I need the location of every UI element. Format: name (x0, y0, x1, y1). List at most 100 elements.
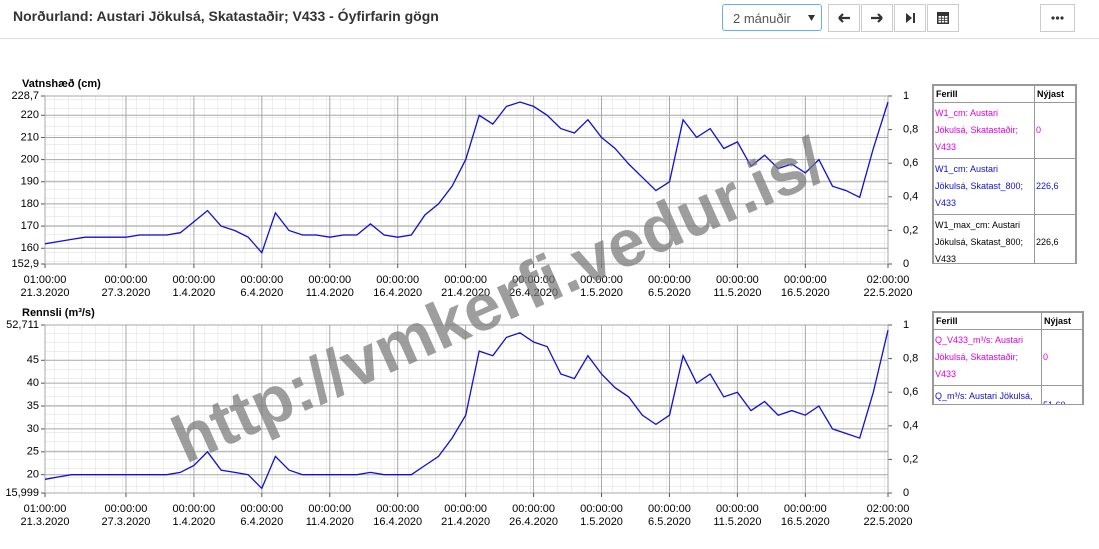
y2-tick-label: 0,4 (903, 191, 918, 203)
back-button[interactable] (828, 4, 860, 32)
x-tick-time: 00:00:00 (240, 503, 283, 515)
x-tick-date: 6.4.2020 (240, 516, 283, 528)
legend: Ferill Nýjast Q_V433_m³/s: Austari Jökulsá… (932, 311, 1084, 405)
period-select[interactable]: 2 mánuðir (722, 4, 822, 31)
x-tick-time: 00:00:00 (444, 274, 487, 286)
x-tick-date: 16.4.2020 (373, 287, 422, 299)
legend-row[interactable]: W1_cm: Austari Jökulsá, Skatast_800; V43… (933, 158, 1076, 215)
y-tick-label: 40 (27, 377, 39, 389)
x-tick-time: 02:00:00 (867, 274, 910, 286)
x-tick-time: 00:00:00 (308, 503, 351, 515)
x-tick-time: 00:00:00 (240, 274, 283, 286)
y-tick-label: 220 (21, 109, 39, 121)
x-tick-time: 00:00:00 (512, 274, 555, 286)
more-button[interactable] (1040, 4, 1075, 32)
x-tick-date: 22.5.2020 (864, 516, 913, 528)
y2-tick-label: 0,8 (903, 124, 918, 136)
data-line (44, 329, 889, 490)
y-tick-label: 45 (27, 354, 39, 366)
y-axis-label: Vatnshæð (cm) (22, 78, 101, 90)
y-axis-label: Rennsli (m³/s) (22, 307, 95, 319)
x-tick-date: 11.4.2020 (306, 287, 354, 299)
toolbar: Norðurland: Austari Jökulsá, Skatastaðir… (0, 0, 1099, 39)
x-tick-time: 00:00:00 (580, 274, 623, 286)
x-tick-time: 01:00:00 (24, 503, 67, 515)
data-line (44, 101, 889, 254)
legend-row[interactable]: W1_cm: Austari Jökulsá, Skatastaðir; V43… (933, 102, 1076, 159)
caret (808, 15, 815, 21)
x-tick-date: 11.5.2020 (713, 287, 761, 299)
y-tick-label: 180 (21, 198, 39, 210)
x-tick-date: 27.3.2020 (101, 516, 150, 528)
legend-latest: 226,6 (1034, 158, 1076, 215)
icon (838, 13, 850, 23)
x-tick-date: 6.4.2020 (240, 287, 283, 299)
x-tick-time: 01:00:00 (24, 274, 67, 286)
x-tick-time: 00:00:00 (784, 503, 827, 515)
x-tick-date: 21.3.2020 (21, 287, 70, 299)
x-tick-date: 11.4.2020 (306, 516, 354, 528)
x-tick-time: 00:00:00 (105, 503, 148, 515)
legend-name: W1_max_cm: Austari Jökulsá, Skatast_800;… (933, 214, 1035, 263)
legend-latest: 226,6 (1034, 214, 1076, 263)
x-tick-date: 6.5.2020 (648, 516, 691, 528)
x-tick-date: 1.5.2020 (580, 287, 623, 299)
y-tick-label: 210 (21, 131, 39, 143)
x-tick-date: 22.5.2020 (864, 287, 913, 299)
y2-tick-label: 0,6 (903, 386, 918, 398)
legend-latest: 51,60 (1041, 385, 1083, 404)
page-title: Norðurland: Austari Jökulsá, Skatastaðir… (13, 8, 439, 24)
legend-header-cell: Ferill (933, 312, 1042, 330)
y-tick-label: 15,999 (5, 487, 39, 499)
y-tick-label: 20 (27, 469, 39, 481)
y2-tick-label: 1 (903, 319, 909, 331)
x-tick-date: 1.5.2020 (580, 516, 623, 528)
x-tick-time: 00:00:00 (580, 503, 623, 515)
x-tick-date: 1.4.2020 (172, 516, 215, 528)
x-tick-date: 21.4.2020 (441, 287, 490, 299)
x-tick-time: 00:00:00 (376, 274, 419, 286)
x-tick-date: 26.4.2020 (509, 287, 558, 299)
x-tick-date: 27.3.2020 (101, 287, 150, 299)
legend-header-cell: Ferill (933, 85, 1035, 103)
forward-button[interactable] (861, 4, 893, 32)
x-tick-date: 11.5.2020 (713, 516, 761, 528)
legend-latest: 0 (1041, 329, 1083, 386)
x-tick-time: 00:00:00 (512, 503, 555, 515)
legend-latest: 0 (1034, 102, 1076, 159)
x-tick-date: 6.5.2020 (648, 287, 691, 299)
x-tick-time: 00:00:00 (376, 503, 419, 515)
legend-header-cell: Nýjast (1034, 85, 1076, 103)
period-value: 2 mánuðir (733, 11, 791, 26)
x-tick-time: 00:00:00 (308, 274, 351, 286)
end-button[interactable] (894, 4, 926, 32)
y2-tick-label: 0,2 (903, 453, 918, 465)
y-tick-label: 30 (27, 423, 39, 435)
y-tick-label: 170 (21, 220, 39, 232)
icon (871, 13, 883, 23)
x-tick-date: 16.4.2020 (373, 516, 422, 528)
x-tick-time: 02:00:00 (867, 503, 910, 515)
legend-row[interactable]: W1_max_cm: Austari Jökulsá, Skatast_800;… (933, 214, 1076, 263)
x-tick-date: 16.5.2020 (781, 516, 830, 528)
y2-tick-label: 1 (903, 90, 909, 102)
y2-tick-label: 0,8 (903, 353, 918, 365)
y-tick-label: 228,7 (11, 90, 39, 102)
calendar-button[interactable] (927, 4, 959, 32)
legend-header: Ferill Nýjast (933, 85, 1076, 103)
x-tick-time: 00:00:00 (172, 503, 215, 515)
legend-header-cell: Nýjast (1041, 312, 1083, 330)
icon (937, 12, 949, 24)
legend-row[interactable]: Q_m³/s: Austari Jökulsá, Skatast_800; V4… (933, 385, 1083, 404)
y-tick-label: 35 (27, 400, 39, 412)
legend: Ferill Nýjast W1_cm: Austari Jökulsá, Skat… (932, 84, 1077, 264)
y-tick-label: 152,9 (11, 258, 39, 270)
x-tick-time: 00:00:00 (716, 503, 759, 515)
legend-table: Ferill Nýjast W1_cm: Austari Jökulsá, Skat… (933, 85, 1076, 263)
x-tick-time: 00:00:00 (784, 274, 827, 286)
legend-row[interactable]: Q_V433_m³/s: Austari Jökulsá, Skatastaði… (933, 329, 1083, 386)
y2-tick-label: 0 (903, 487, 909, 499)
y2-tick-label: 0,2 (903, 224, 918, 236)
x-tick-time: 00:00:00 (716, 274, 759, 286)
